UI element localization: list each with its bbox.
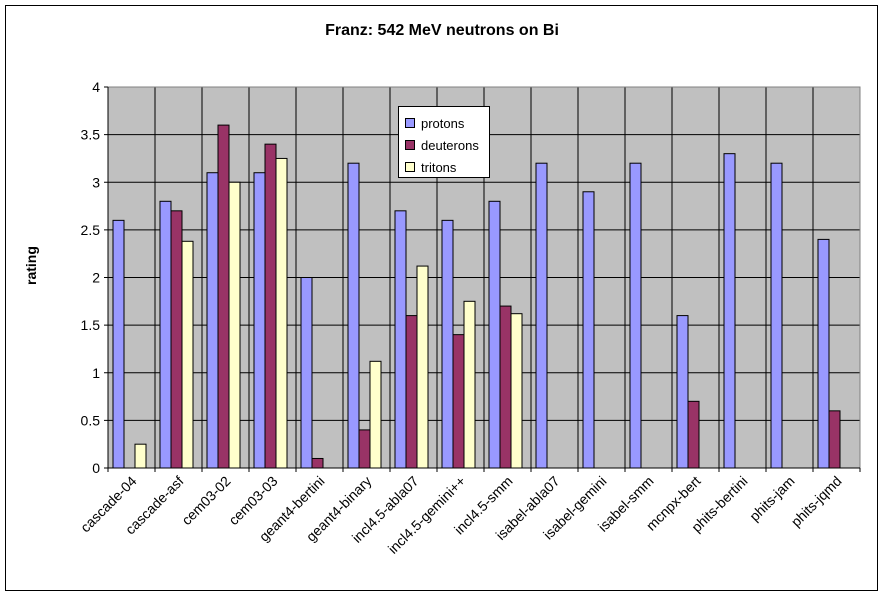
bar-tritons-cem03-02 [228,181,241,469]
legend-item-deuterons: deuterons [399,134,489,156]
bar-deuterons-incl4.5-smm [499,305,512,469]
y-tick-labels: 0 0.5 1 1.5 2 2.5 3 3.5 4 [81,79,101,476]
legend-swatch [405,140,415,150]
legend-item-protons: protons [399,112,489,134]
bar-deuterons-incl4.5-abla07 [405,315,418,469]
legend-swatch [405,162,415,172]
bar-protons-geant4-binary [347,162,360,469]
bar-protons-isabel-abla07 [535,162,548,469]
bar-protons-cem03-02 [206,172,219,469]
bar-protons-phits-jqmd [817,238,830,469]
bar-deuterons-cascade-asf [170,210,183,469]
y-tick-label: 3.5 [81,127,101,143]
bar-protons-isabel-gemini [582,191,595,469]
x-tick-label: phits-jqmd [788,473,845,530]
bar-tritons-cem03-03 [275,157,288,469]
bar-deuterons-incl4.5-gemini++ [452,334,465,469]
legend-label: tritons [421,159,457,175]
bar-deuterons-cem03-02 [217,124,230,469]
bar-protons-incl4.5-abla07 [394,210,407,469]
bar-deuterons-cem03-03 [264,143,277,469]
bar-protons-cem03-03 [253,172,266,469]
bar-tritons-cascade-04 [134,443,147,469]
y-tick-label: 0 [92,460,100,476]
legend-swatch [405,118,415,128]
x-tick-label: cem03-02 [178,473,233,528]
y-tick-label: 2.5 [81,222,101,238]
y-tick-label: 0.5 [81,412,101,428]
legend-label: deuterons [421,137,479,153]
legend-label: protons [421,115,465,131]
bar-protons-incl4.5-smm [488,200,501,469]
bar-protons-cascade-asf [159,200,172,469]
bar-tritons-incl4.5-smm [510,313,523,469]
y-tick-label: 2 [92,270,100,286]
bar-deuterons-geant4-bertini [311,457,324,469]
y-tick-label: 1.5 [81,317,101,333]
chart-title: Franz: 542 MeV neutrons on Bi [325,22,559,39]
bar-deuterons-geant4-binary [358,429,371,469]
bar-tritons-geant4-binary [369,360,382,469]
y-tick-label: 4 [92,79,100,95]
x-tick-labels: cascade-04cascade-asfcem03-02cem03-03gea… [77,473,845,557]
legend: protons deuterons tritons [398,106,490,178]
bar-protons-incl4.5-gemini++ [441,219,454,469]
bar-tritons-incl4.5-abla07 [416,265,429,469]
y-tick-label: 3 [92,174,100,190]
y-tick-label: 1 [92,365,100,381]
bar-protons-isabel-smm [629,162,642,469]
bar-protons-phits-jam [770,162,783,469]
bar-protons-phits-bertini [723,153,736,469]
bar-deuterons-phits-jqmd [828,410,841,469]
bar-protons-cascade-04 [112,219,125,469]
bar-protons-mcnpx-bert [676,315,689,469]
bars [112,124,841,469]
axes [104,86,861,472]
bar-deuterons-mcnpx-bert [687,400,700,469]
bar-protons-geant4-bertini [300,277,313,469]
bar-tritons-cascade-asf [181,240,194,469]
bar-tritons-incl4.5-gemini++ [463,300,476,469]
legend-item-tritons: tritons [399,156,489,178]
